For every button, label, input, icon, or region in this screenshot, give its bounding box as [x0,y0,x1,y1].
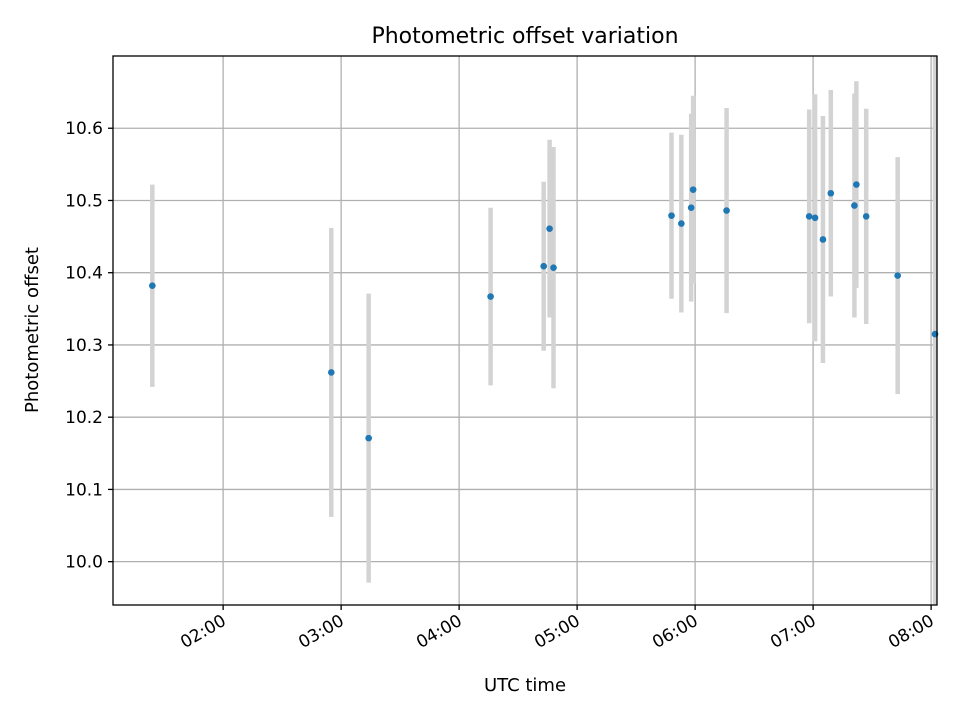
data-point [327,369,335,376]
data-point [853,181,860,188]
errorbar-layer [150,56,938,605]
data-point [540,262,547,270]
x-tick-label: 05:00 [531,611,583,653]
data-point [827,189,835,197]
data-point [811,214,819,222]
x-axis-label: UTC time [484,675,566,696]
point-layer [149,181,939,442]
y-tick-label: 10.4 [65,264,103,284]
y-tick-label: 10.2 [65,408,103,428]
data-point [805,213,813,220]
data-point [546,225,553,232]
x-tick-label: 06:00 [649,611,701,653]
y-tick-label: 10.3 [65,336,103,356]
data-point [894,272,901,279]
x-tick-label: 07:00 [767,611,819,653]
y-tick-label: 10.5 [65,191,103,211]
tick-layer: 02:00 03:00 04:00 05:00 06:00 07:00 08:00 10.0 1… [65,119,937,653]
y-axis-label: Photometric offset [22,247,43,413]
x-tick-label: 03:00 [295,611,347,653]
data-point [689,186,697,193]
chart-title: Photometric offset variation [371,24,678,49]
data-point [687,204,695,211]
data-point [149,282,156,290]
data-point [678,220,685,227]
data-point [365,434,372,442]
data-point [668,212,675,219]
data-point [851,202,858,209]
x-tick-label: 08:00 [885,611,937,653]
plot-frame [112,55,938,606]
data-point [487,293,494,300]
data-point [862,213,870,220]
data-point [550,264,557,271]
y-tick-label: 10.0 [65,553,103,573]
x-tick-label: 02:00 [177,611,229,653]
x-tick-label: 04:00 [413,611,465,653]
data-point [723,207,730,214]
y-tick-label: 10.1 [65,480,103,500]
y-tick-label: 10.6 [65,119,103,139]
data-point [819,236,827,243]
